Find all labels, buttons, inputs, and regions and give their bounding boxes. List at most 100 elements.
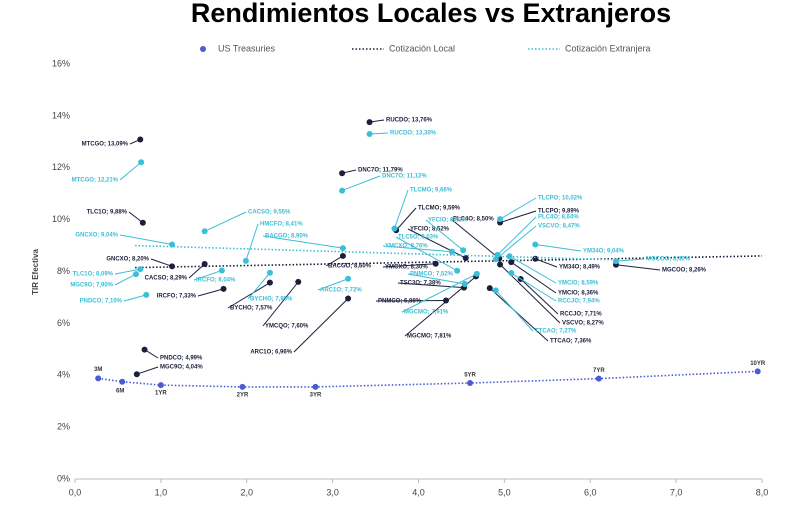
data-label: BYCHO; 7,57% (230, 306, 273, 312)
point (95, 375, 102, 382)
data-label: ARC1O; 7,72% (320, 288, 362, 294)
point (613, 258, 620, 265)
leader-line (535, 244, 582, 252)
point-label: 3M (94, 367, 102, 373)
point (506, 253, 513, 260)
data-label: BACGO; 8,60% (328, 264, 372, 270)
point (157, 382, 164, 389)
point (473, 270, 480, 277)
legend-label: US Treasuries (218, 43, 276, 53)
leader-line (407, 228, 466, 259)
point (460, 247, 467, 254)
point-label: 10YR (750, 361, 766, 367)
point (442, 297, 449, 304)
data-label: TLC1O; 8,09% (73, 272, 114, 278)
data-label: TSC3O; 7,38% (400, 281, 441, 287)
y-tick-label: 6% (57, 318, 70, 328)
leader-line (262, 235, 344, 249)
point-label: 6M (116, 388, 124, 394)
leader-line (510, 272, 557, 302)
leader-line (395, 236, 458, 272)
point (119, 378, 126, 385)
point (137, 266, 144, 273)
legend-marker (200, 46, 206, 52)
point (486, 285, 493, 292)
point (169, 241, 176, 248)
data-label: YMCXO; 8,76% (385, 244, 428, 250)
legend-label: Cotización Local (389, 43, 455, 53)
chart-title: Rendimientos Locales vs Extranjeros (191, 0, 671, 28)
point (201, 228, 208, 235)
data-label: TLCPO; 10,02% (538, 196, 583, 202)
data-label: CACSO; 9,55% (248, 210, 291, 216)
leader-line (509, 255, 557, 284)
data-label: IRCFO; 7,33% (157, 294, 197, 300)
treasury-line (98, 370, 758, 388)
leader-line (397, 282, 465, 289)
point (754, 368, 761, 375)
point-label: 3YR (310, 393, 322, 399)
data-label: BYCHO; 7,95% (250, 297, 293, 303)
point-label: 7YR (593, 368, 605, 374)
data-label: PNDCO; 7,10% (80, 299, 123, 305)
leader-line (499, 210, 537, 223)
point (595, 375, 602, 382)
point (138, 159, 145, 166)
point (339, 170, 346, 177)
point (448, 248, 455, 255)
leader-line (510, 261, 557, 294)
leader-line (495, 225, 537, 260)
point (169, 263, 176, 270)
data-label: MGCOO; 8,26% (662, 268, 707, 274)
data-label: YMCIO; 8,59% (558, 281, 599, 287)
leader-line (489, 287, 549, 342)
data-label: PLC4O; 8,50% (453, 217, 494, 223)
x-tick-label: 7,0 (670, 487, 683, 497)
leader-line (119, 161, 142, 181)
point (137, 136, 144, 143)
data-label: TLC5O; 8,03% (398, 235, 439, 241)
data-label: TTCAO; 7,27% (535, 329, 577, 335)
leader-line (114, 268, 141, 275)
data-label: BACGO; 8,90% (265, 234, 309, 240)
point (339, 245, 346, 252)
point (492, 287, 499, 294)
y-tick-label: 8% (57, 266, 70, 276)
data-label: DNC7O; 11,12% (382, 174, 427, 180)
data-label: YMCXO; 8,30% (385, 265, 428, 271)
point (143, 291, 150, 298)
data-label: YMCIO; 8,36% (558, 291, 599, 297)
trend-line (135, 255, 763, 269)
leader-line (317, 278, 349, 291)
leader-line (227, 282, 271, 309)
data-label: YFCIO; 8,52% (410, 227, 450, 233)
point (461, 280, 468, 287)
point (133, 371, 140, 378)
y-tick-label: 12% (52, 162, 70, 172)
leader-line (499, 197, 537, 220)
y-tick-label: 16% (52, 58, 70, 68)
leader-line (193, 269, 223, 281)
leader-line (247, 272, 271, 300)
point (492, 256, 499, 263)
point (266, 279, 273, 286)
data-label: MGCMO; 7,91% (404, 310, 449, 316)
data-label: PNDCO; 4,99% (160, 356, 203, 362)
leader-line (150, 258, 173, 267)
data-label: YMCQO; 7,60% (265, 324, 309, 330)
point-label: 5YR (464, 373, 476, 379)
point (218, 267, 225, 274)
point (132, 271, 139, 278)
data-label: RCCJO; 7,71% (560, 312, 602, 318)
point (454, 267, 461, 274)
data-label: YM34O; 8,49% (559, 265, 601, 271)
leader-line (119, 234, 173, 246)
data-label: TTCAO; 7,36% (550, 339, 592, 345)
data-label: GNCXO; 8,20% (106, 257, 149, 263)
point (345, 275, 352, 282)
point (366, 131, 373, 138)
leader-line (341, 175, 381, 192)
x-tick-label: 6,0 (584, 487, 597, 497)
data-label: MTCGO; 12,21% (72, 178, 119, 184)
leader-line (197, 288, 224, 297)
